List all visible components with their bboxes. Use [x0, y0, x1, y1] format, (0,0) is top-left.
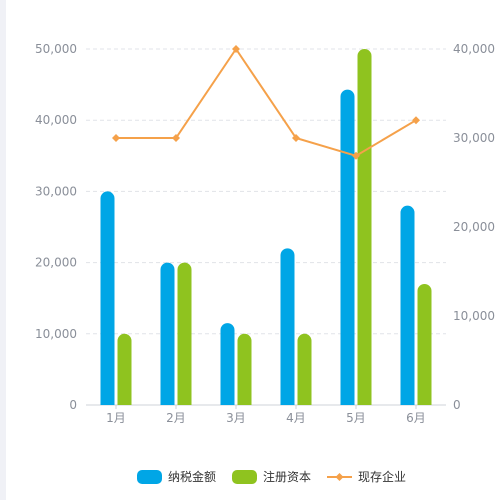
combo-chart: 0 10,000 20,000 30,000 40,000 50,000 0 10,000 20… — [35, 42, 495, 484]
left-axis-tick-label: 20,000 — [35, 256, 77, 270]
line-point-existing-enterprises[interactable] — [292, 134, 300, 142]
line-existing-enterprises — [116, 47, 417, 157]
line-point-existing-enterprises[interactable] — [412, 116, 420, 125]
line-point-existing-enterprises[interactable] — [232, 45, 240, 53]
x-axis-tick-label: 4月 — [286, 411, 306, 425]
right-axis-tick-label: 30,000 — [453, 131, 495, 145]
x-axis-tick-label: 5月 — [346, 411, 366, 425]
legend-label[interactable]: 纳税金额 — [168, 469, 216, 484]
line-point-existing-enterprises[interactable] — [172, 134, 180, 142]
x-axis-tick-label: 1月 — [106, 411, 126, 425]
right-axis-tick-label: 40,000 — [453, 42, 495, 56]
left-axis-tick-label: 50,000 — [35, 42, 77, 56]
bar-tax-amount[interactable] — [160, 262, 175, 405]
bar-registered-capital[interactable] — [237, 333, 252, 405]
legend-label[interactable]: 注册资本 — [263, 469, 311, 484]
x-axis-tick-label: 2月 — [166, 411, 186, 425]
bar-registered-capital[interactable] — [357, 49, 372, 405]
left-axis-tick-label: 40,000 — [35, 113, 77, 127]
bar-registered-capital[interactable] — [177, 262, 192, 405]
right-axis-tick-label: 0 — [453, 398, 461, 412]
left-axis-tick-label: 10,000 — [35, 327, 77, 341]
legend-label[interactable]: 现存企业 — [358, 469, 406, 484]
bar-tax-amount[interactable] — [220, 323, 235, 405]
legend-swatch[interactable] — [232, 470, 257, 484]
x-axis-tick-label: 6月 — [406, 411, 426, 425]
bar-registered-capital[interactable] — [297, 333, 312, 405]
bar-registered-capital[interactable] — [117, 333, 132, 405]
x-axis-tick-label: 3月 — [226, 411, 246, 425]
bar-tax-amount[interactable] — [400, 205, 415, 405]
line-point-existing-enterprises[interactable] — [352, 151, 360, 160]
legend-swatch-marker[interactable] — [335, 473, 344, 481]
right-axis-tick-label: 10,000 — [453, 309, 495, 323]
bar-tax-amount[interactable] — [100, 191, 115, 405]
line-point-existing-enterprises[interactable] — [112, 134, 120, 142]
left-axis-tick-label: 0 — [69, 398, 77, 412]
left-axis-tick-label: 30,000 — [35, 184, 77, 198]
right-axis-tick-label: 20,000 — [453, 220, 495, 234]
legend-swatch[interactable] — [137, 470, 162, 484]
bar-registered-capital[interactable] — [417, 283, 432, 405]
bar-tax-amount[interactable] — [280, 248, 295, 405]
bar-tax-amount[interactable] — [340, 89, 355, 405]
